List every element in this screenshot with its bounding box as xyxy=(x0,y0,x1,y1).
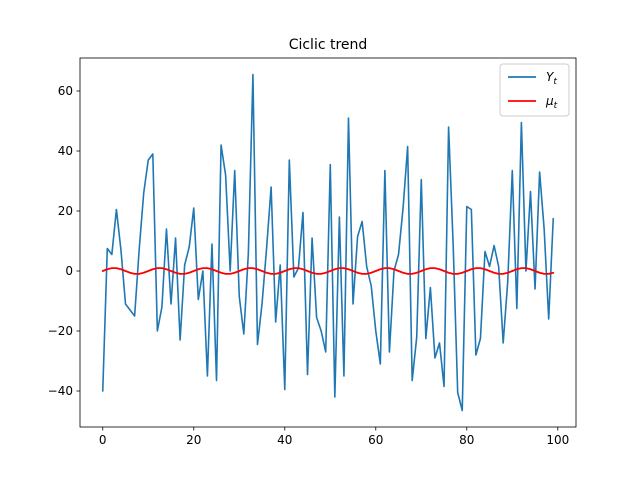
legend: Yt μt xyxy=(499,63,570,117)
y-tick-label: 0 xyxy=(65,264,73,278)
x-tick-label: 0 xyxy=(99,433,107,447)
chart-title: Ciclic trend xyxy=(289,37,368,53)
x-tick-label: 80 xyxy=(459,433,474,447)
y-tick-label: 40 xyxy=(58,144,73,158)
x-tick-label: 100 xyxy=(546,433,569,447)
y-tick-label: −40 xyxy=(48,384,73,398)
series-line-mu-t xyxy=(101,267,555,275)
x-axis: 0 20 40 60 80 100 xyxy=(99,427,569,447)
series-layer xyxy=(101,73,555,412)
x-tick-label: 40 xyxy=(277,433,292,447)
y-axis: −40 −20 0 20 40 60 xyxy=(48,84,80,398)
x-tick-label: 60 xyxy=(368,433,383,447)
legend-label: μt xyxy=(545,94,558,111)
x-tick-label: 20 xyxy=(186,433,201,447)
series-line-y-t xyxy=(101,73,555,412)
y-tick-label: 60 xyxy=(58,84,73,98)
legend-box xyxy=(499,63,570,117)
legend-label: Yt xyxy=(546,70,557,87)
y-tick-label: 20 xyxy=(58,204,73,218)
y-tick-label: −20 xyxy=(48,324,73,338)
